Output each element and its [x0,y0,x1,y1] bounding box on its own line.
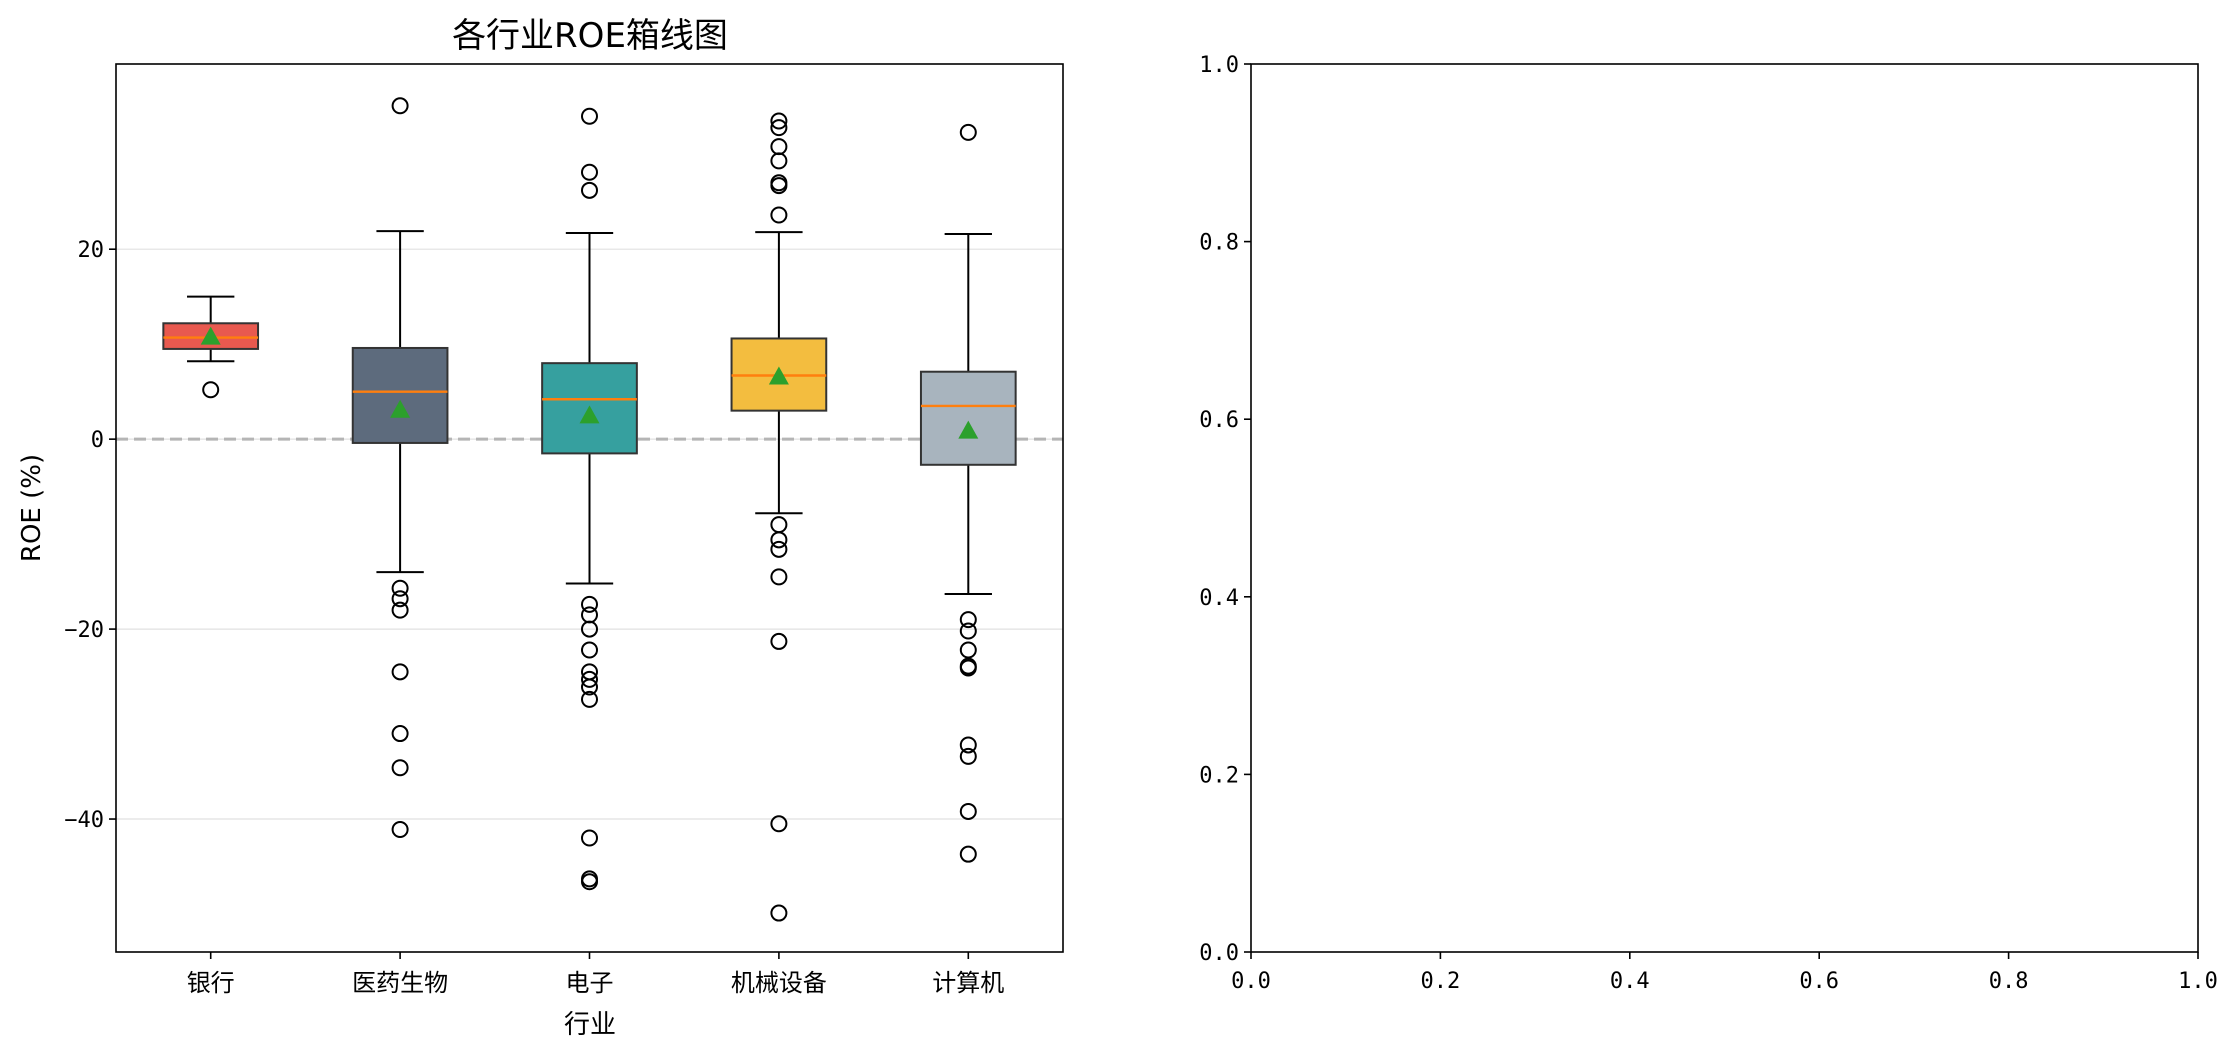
x-tick-label: 0.2 [1421,969,1461,994]
x-tick-label: 医药生物 [352,969,448,997]
mean-marker [579,405,600,424]
y-tick-label: 0.0 [1199,941,1239,966]
box-4 [730,112,828,922]
outlier-point [581,620,598,638]
outlier-point [959,123,977,141]
outlier-point [581,690,598,708]
x-tick-label: 1.0 [2178,969,2218,994]
y-axis-label: ROE (%) [17,454,47,562]
outlier-point [391,579,409,597]
y-ticks: 20 0 −20 −40 [64,238,116,833]
empty-plot-frame [1250,63,2199,953]
x-tick-label: 0.4 [1610,969,1650,994]
outlier-point [202,381,220,399]
iqr-box [351,346,449,444]
outlier-point [391,590,409,608]
outlier-point [770,177,788,195]
x-tick-label: 0.6 [1799,969,1839,994]
mean-marker [390,399,411,418]
outlier-point [770,152,788,170]
outlier-point [581,163,598,181]
outlier-point [770,206,788,224]
outlier-point [959,802,977,820]
box-group [162,97,1017,922]
mean-marker [200,326,221,345]
empty-axes-panel: 0.0 0.2 0.4 0.6 0.8 1.0 0.0 0.2 0.4 0.6 0.8 1.0 [1199,53,2218,994]
outlier-point [581,829,598,847]
y-tick-label: 0.4 [1199,586,1239,611]
outlier-point [391,820,409,838]
outlier-point [770,516,788,534]
x-tick-label: 0.8 [1989,969,2029,994]
right-y-ticks: 0.0 0.2 0.4 0.6 0.8 1.0 [1199,53,1251,966]
outlier-point [581,873,598,891]
mean-marker [958,420,979,439]
outlier-point [959,845,977,863]
outlier-point [581,641,598,659]
outlier-point [581,670,598,688]
roe-boxplot-panel: 各行业ROE箱线图 行业 ROE (%) 20 0 −20 −40 银行 医药生物 电子 机… [17,16,1064,1040]
outlier-point [770,112,788,130]
outlier-point [959,736,977,754]
iqr-box [919,370,1017,466]
x-ticks: 银行 医药生物 电子 机械设备 计算机 [187,952,1004,997]
outlier-point [391,97,409,115]
outlier-point [391,759,409,777]
right-x-ticks: 0.0 0.2 0.4 0.6 0.8 1.0 [1231,952,2218,994]
outlier-point [959,747,977,765]
outlier-point [581,181,598,199]
outlier-point [959,641,977,659]
y-tick-label: 1.0 [1199,53,1239,78]
outlier-point [770,138,788,156]
box-1 [162,295,260,399]
outlier-point [581,606,598,624]
x-tick-label: 0.0 [1231,969,1271,994]
x-axis-label: 行业 [564,1010,616,1040]
x-tick-label: 机械设备 [731,969,827,997]
outlier-point [581,595,598,613]
outlier-point [770,568,788,586]
x-tick-label: 计算机 [932,969,1004,997]
outlier-point [391,725,409,743]
box-2 [351,97,449,838]
y-tick-label: 20 [78,238,105,263]
outlier-point [959,659,977,677]
outlier-point [959,622,977,640]
y-tick-label: −20 [64,618,104,643]
chart-title: 各行业ROE箱线图 [452,16,728,56]
x-tick-label: 银行 [187,969,235,997]
outlier-point [770,904,788,922]
outlier-point [770,540,788,558]
y-tick-label: −40 [64,808,104,833]
y-tick-label: 0.2 [1199,763,1239,788]
outlier-point [581,107,598,125]
outlier-point [770,119,788,137]
outlier-point [581,678,598,696]
x-tick-label: 电子 [566,969,614,997]
outlier-point [770,815,788,833]
y-tick-label: 0.6 [1199,408,1239,433]
y-tick-label: 0.8 [1199,231,1239,256]
outlier-point [770,531,788,549]
plot-frame [115,63,1064,953]
mean-marker [768,366,789,385]
outlier-point [391,601,409,619]
outlier-point [770,632,788,650]
outlier-point [959,611,977,629]
box-5 [919,123,1017,863]
outlier-point [391,663,409,681]
y-tick-label: 0 [91,428,104,453]
box-3 [541,107,638,891]
